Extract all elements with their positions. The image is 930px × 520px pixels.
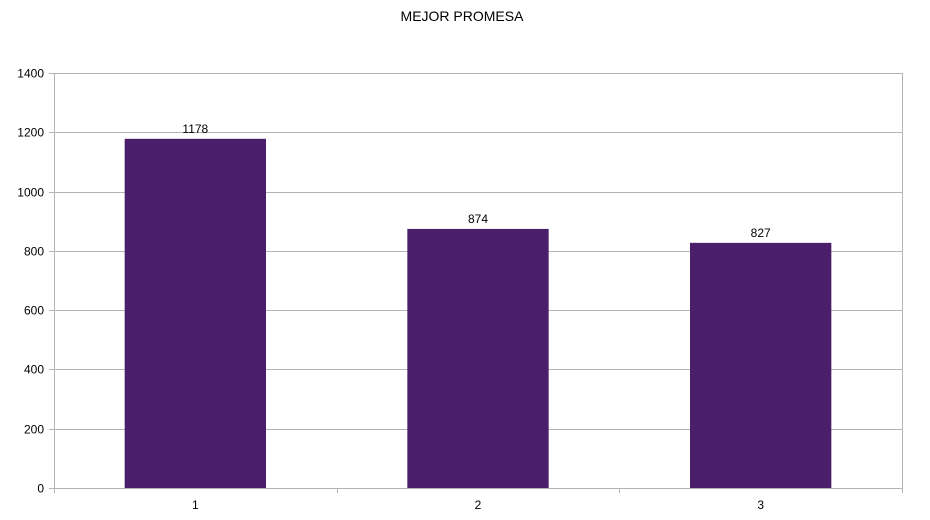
labels: 0 200 400 600 800 1000 1200 1400 1178 1 874 2 827 3 [17, 67, 771, 513]
y-tick-label: 1200 [17, 126, 44, 140]
data-label: 1178 [182, 122, 208, 136]
chart-title: MEJOR PROMESA [400, 8, 524, 24]
y-tick-label: 0 [37, 482, 44, 496]
y-tick-label: 1400 [17, 67, 44, 81]
data-label: 827 [751, 226, 771, 240]
bar-2 [407, 228, 549, 488]
y-tick-label: 600 [24, 304, 44, 318]
y-tick-label: 400 [24, 363, 44, 377]
y-tick-label: 200 [24, 423, 44, 437]
bars [124, 138, 832, 489]
x-tick-label: 1 [192, 498, 199, 512]
x-tick-label: 2 [475, 498, 482, 512]
bar-3 [690, 242, 832, 488]
bar-1 [124, 138, 267, 489]
axes [54, 73, 903, 493]
x-tick-label: 3 [757, 498, 764, 512]
y-tick-label: 800 [24, 245, 44, 259]
data-label: 874 [468, 212, 488, 226]
y-tick-label: 1000 [17, 186, 44, 200]
